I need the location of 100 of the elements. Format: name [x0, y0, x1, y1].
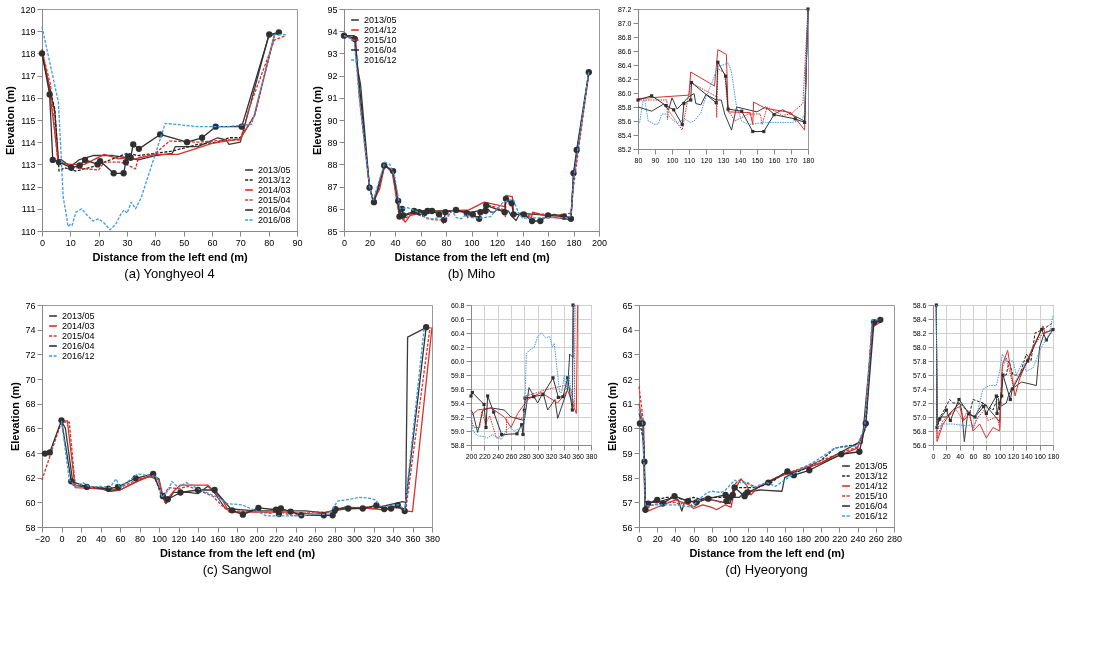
x-tick-label: 380 — [424, 533, 441, 544]
legend-label: 2016/04 — [855, 501, 888, 511]
y-tick-label: 70 — [25, 374, 36, 385]
y-tick-label: 93 — [327, 48, 338, 59]
x-tick-label: 260 — [307, 533, 324, 544]
y-tick-label: 111 — [21, 204, 36, 215]
x-tick-label: 260 — [868, 533, 884, 544]
x-tick-label: 10 — [65, 237, 76, 248]
x-tick-label: 120 — [489, 237, 506, 248]
text: (b) Miho — [447, 266, 496, 281]
x-tick-label: 300 — [346, 533, 363, 544]
x-axis-title: Distance from the left end (m) — [92, 250, 248, 263]
y-tick-label: 68 — [25, 399, 36, 410]
legend-label: 2016/12 — [855, 511, 888, 521]
x-tick-label: 0 — [39, 237, 46, 248]
legend-label: 2013/05 — [855, 461, 888, 471]
x-tick-label: 240 — [288, 533, 304, 544]
y-tick-label: 85 — [327, 226, 338, 237]
x-tick-label: 220 — [268, 533, 285, 544]
y-tick-label: 117 — [21, 71, 36, 82]
y-tick-label: 56 — [622, 522, 633, 533]
x-axis-title: Distance from the left end (m) — [159, 546, 316, 559]
y-tick-label: 116 — [21, 93, 36, 104]
y-tick-label: 62 — [25, 473, 36, 484]
x-tick-label: 100 — [464, 237, 480, 248]
y-tick-label: 95 — [327, 4, 338, 15]
y-tick-label: 72 — [25, 349, 36, 360]
y-tick-label: 118 — [21, 48, 36, 59]
x-tick-label: −20 — [34, 533, 51, 544]
y-tick-label: 62 — [622, 374, 633, 385]
legend-label: 2015/04 — [258, 195, 291, 205]
y-tick-label: 57 — [622, 497, 633, 508]
x-tick-label: 80 — [134, 533, 146, 544]
x-tick-label: 240 — [850, 533, 866, 544]
legend-label: 2013/05 — [258, 165, 291, 175]
x-tick-label: 0 — [636, 533, 643, 544]
y-tick-label: 114 — [21, 137, 36, 148]
x-tick-label: 340 — [385, 533, 402, 544]
y-tick-label: 89 — [327, 137, 338, 148]
x-tick-label: 20 — [94, 237, 105, 248]
x-tick-label: 160 — [210, 533, 226, 544]
x-tick-label: 20 — [76, 533, 87, 544]
y-tick-label: 64 — [25, 448, 36, 459]
legend-label: 2013/05 — [62, 311, 95, 321]
x-tick-label: 40 — [390, 237, 401, 248]
y-tick-label: 65 — [622, 300, 633, 311]
legend-label: 2016/04 — [258, 205, 291, 215]
legend-label: 2013/05 — [364, 15, 397, 25]
x-tick-label: 40 — [150, 237, 161, 248]
x-tick-label: 90 — [292, 237, 303, 248]
y-tick-label: 92 — [327, 71, 338, 82]
x-tick-label: 360 — [405, 533, 421, 544]
legend-label: 2016/12 — [364, 55, 397, 65]
y-tick-label: 60 — [25, 497, 36, 508]
x-tick-label: 60 — [689, 533, 700, 544]
x-tick-label: 70 — [235, 237, 246, 248]
y-tick-label: 66 — [25, 423, 36, 434]
legend-label: 2016/04 — [62, 341, 95, 351]
legend-label: 2015/10 — [364, 35, 397, 45]
legend-label: 2014/12 — [855, 481, 888, 491]
legend-label: 2014/03 — [62, 321, 95, 331]
x-tick-label: 60 — [415, 237, 427, 248]
y-tick-label: 119 — [21, 26, 36, 37]
legend-label: 2014/12 — [364, 25, 397, 35]
y-axis-title: Elevation (m) — [606, 381, 619, 452]
x-tick-label: 280 — [886, 533, 903, 544]
x-tick-label: 80 — [441, 237, 452, 248]
text: (c) Sangwol — [202, 562, 272, 577]
y-tick-label: 87 — [327, 182, 338, 193]
legend-label: 2016/08 — [258, 215, 291, 225]
x-tick-label: 60 — [115, 533, 126, 544]
legend-label: 2013/12 — [258, 175, 291, 185]
x-tick-label: 40 — [95, 533, 107, 544]
x-tick-label: 200 — [814, 533, 830, 544]
x-tick-label: 180 — [795, 533, 811, 544]
y-tick-label: 76 — [25, 300, 36, 311]
y-tick-label: 90 — [327, 115, 338, 126]
y-tick-label: 94 — [327, 26, 338, 37]
x-tick-label: 200 — [249, 533, 265, 544]
y-tick-label: 60 — [622, 423, 633, 434]
y-tick-label: 88 — [327, 159, 338, 170]
x-tick-label: 320 — [366, 533, 382, 544]
y-tick-label: 115 — [21, 115, 36, 126]
x-tick-label: 50 — [179, 237, 190, 248]
y-axis-title: Elevation (m) — [4, 85, 17, 156]
x-tick-label: 180 — [566, 237, 582, 248]
y-tick-label: 120 — [20, 4, 36, 15]
x-tick-label: 40 — [670, 533, 681, 544]
x-tick-label: 80 — [707, 533, 718, 544]
y-axis-title: Elevation (m) — [311, 85, 324, 156]
x-tick-label: 180 — [229, 533, 246, 544]
legend-label: 2013/12 — [855, 471, 888, 481]
x-tick-label: 100 — [151, 533, 168, 544]
y-tick-label: 91 — [327, 93, 338, 104]
x-tick-label: 140 — [190, 533, 207, 544]
x-tick-label: 140 — [515, 237, 531, 248]
x-tick-label: 60 — [207, 237, 218, 248]
y-tick-label: 61 — [622, 399, 633, 410]
legend-label: 2015/04 — [62, 331, 95, 341]
x-tick-label: 220 — [832, 533, 848, 544]
